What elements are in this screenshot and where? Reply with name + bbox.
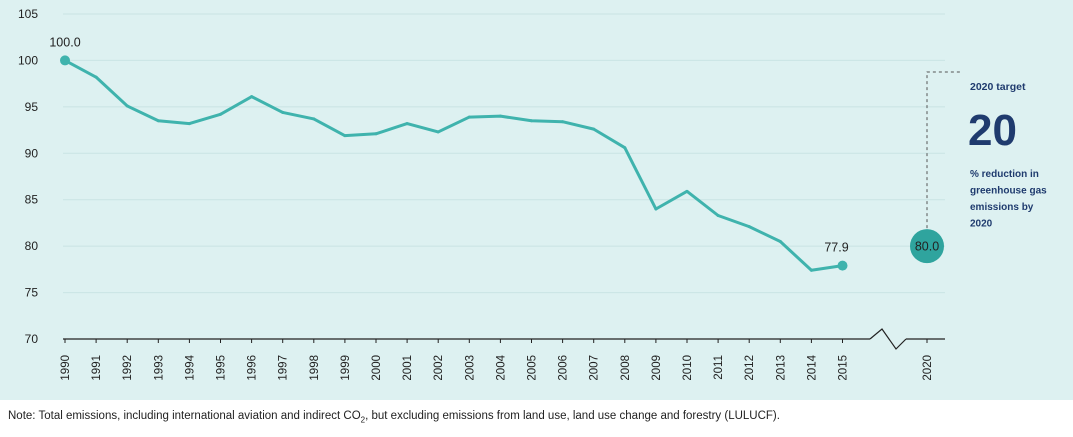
x-tick-label: 2015	[838, 355, 850, 381]
x-tick-label: 1993	[153, 355, 165, 381]
data-point	[405, 122, 409, 126]
x-tick-label: 1990	[60, 355, 72, 381]
target-title: 2020 target	[970, 81, 1026, 93]
x-tick-label: 2007	[589, 355, 601, 381]
x-tick-label: 2010	[682, 355, 694, 381]
x-tick-label: 2014	[806, 354, 818, 380]
data-point	[716, 214, 720, 217]
data-point	[312, 117, 316, 121]
footnote-text-end: , but excluding emissions from land use,…	[365, 410, 780, 422]
y-tick-label: 95	[25, 100, 39, 114]
target-description-line: emissions by	[970, 202, 1034, 213]
x-tick-label: 2006	[558, 355, 570, 381]
data-point	[343, 134, 347, 138]
y-tick-label: 70	[25, 332, 39, 346]
data-point	[747, 225, 751, 229]
x-tick-label: 2020	[922, 355, 934, 381]
data-point	[530, 119, 533, 123]
x-tick-label: 1999	[340, 355, 352, 381]
x-tick-label: 2004	[495, 354, 507, 380]
x-tick-label: 2012	[744, 355, 756, 381]
data-label-end: 77.9	[824, 241, 848, 255]
data-point	[498, 114, 502, 118]
emissions-line	[63, 58, 844, 272]
x-tick-label: 1994	[184, 354, 196, 380]
x-tick-label: 2005	[527, 355, 539, 381]
x-tick-label: 2000	[371, 355, 383, 381]
data-point	[685, 189, 689, 193]
x-tick-label: 2008	[620, 355, 632, 381]
data-point	[250, 95, 254, 99]
data-point	[778, 240, 782, 243]
x-tick-label: 1991	[91, 355, 103, 381]
data-point	[281, 110, 285, 114]
y-tick-label: 105	[18, 7, 38, 21]
data-point	[809, 268, 813, 272]
x-tick-label: 1998	[309, 355, 321, 381]
data-point	[187, 122, 191, 126]
data-point	[125, 104, 129, 108]
target-marker	[910, 229, 944, 264]
x-tick-label: 2011	[713, 355, 725, 380]
target-description-line: greenhouse gas	[970, 186, 1047, 197]
data-point	[654, 207, 658, 211]
footnote-subscript: 2	[360, 415, 366, 425]
data-label-start: 100.0	[49, 35, 80, 49]
target-value-label: 80.0	[915, 240, 939, 254]
x-tick-label: 2009	[651, 355, 663, 381]
x-tick-label: 2013	[775, 355, 787, 381]
y-tick-label: 75	[25, 286, 39, 300]
data-point	[467, 115, 471, 119]
endpoint-marker	[837, 260, 848, 271]
data-point	[94, 75, 98, 79]
target-big-number: 20	[968, 106, 1017, 155]
data-point	[374, 132, 378, 136]
data-point	[436, 130, 440, 134]
y-tick-label: 100	[18, 53, 38, 67]
data-point	[623, 146, 627, 150]
endpoint-marker	[60, 55, 70, 66]
x-tick-label: 1995	[216, 355, 228, 381]
data-point	[219, 112, 222, 116]
data-point	[156, 119, 160, 123]
x-tick-label: 1996	[247, 355, 259, 381]
y-tick-label: 80	[25, 239, 39, 253]
footnote: Note: Total emissions, including interna…	[8, 410, 780, 424]
target-description-line: % reduction in	[970, 169, 1039, 180]
target-description-line: 2020	[970, 219, 993, 230]
data-point	[561, 120, 565, 124]
x-tick-label: 1992	[122, 355, 134, 381]
x-tick-label: 1997	[278, 355, 290, 381]
axis-break-mark	[869, 328, 907, 350]
y-tick-label: 85	[25, 193, 39, 207]
x-tick-label: 2001	[402, 355, 414, 381]
y-tick-label: 90	[25, 146, 39, 160]
x-tick-label: 2003	[464, 355, 476, 381]
data-point	[592, 127, 596, 131]
footnote-text: Note: Total emissions, including interna…	[8, 410, 361, 422]
target-connector	[926, 71, 960, 229]
x-tick-label: 2002	[433, 355, 445, 381]
